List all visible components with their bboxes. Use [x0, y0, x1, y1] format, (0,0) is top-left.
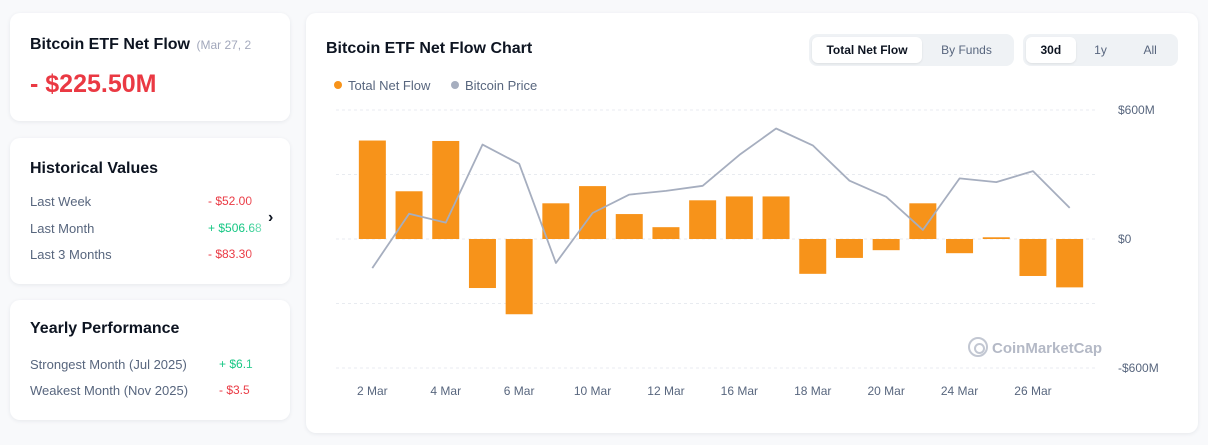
legend-item-total-net-flow[interactable]: Total Net Flow: [334, 78, 430, 94]
yearly-row-value: + $6.1: [219, 357, 253, 371]
x-tick-label: 16 Mar: [721, 384, 758, 398]
net-flow-bar: [835, 239, 863, 258]
chart-title: Bitcoin ETF Net Flow Chart: [326, 40, 533, 57]
range-1y-button[interactable]: 1y: [1094, 43, 1107, 57]
bar-layer: [358, 140, 1084, 315]
net-flow-chart: $600M $0 -$600M 2 Mar 4 Mar 6 Mar 10 Mar 12 Ma…: [336, 103, 1159, 398]
x-tick-label: 18 Mar: [794, 384, 831, 398]
net-flow-bar: [358, 140, 386, 239]
x-tick-label: 6 Mar: [504, 384, 535, 398]
net-flow-bar: [725, 196, 753, 239]
watermark-text: CoinMarketCap: [992, 340, 1103, 357]
yearly-row-value: - $3.5: [219, 383, 250, 397]
range-all-button[interactable]: All: [1143, 43, 1157, 57]
net-flow-bar: [982, 237, 1010, 239]
net-flow-header: Bitcoin ETF Net Flow (Mar 27, 2: [30, 36, 251, 54]
net-flow-bar: [542, 203, 570, 239]
historical-row-value: - $83.30: [208, 247, 253, 261]
x-tick-label: 20 Mar: [867, 384, 904, 398]
chart-card: Bitcoin ETF Net Flow Chart Total Net Flo…: [306, 13, 1198, 433]
historical-row-last-week: Last Week - $52.00: [30, 194, 290, 212]
net-flow-card: Bitcoin ETF Net Flow (Mar 27, 2 - $225.5…: [10, 13, 290, 121]
y-tick-label: -$600M: [1118, 361, 1159, 375]
yearly-row-label-text: Weakest Month: [30, 383, 121, 398]
historical-values-card: Historical Values Last Week - $52.00 Las…: [10, 138, 290, 284]
net-flow-bar: [1019, 239, 1047, 276]
historical-row-last-3-months: Last 3 Months - $83.30: [30, 247, 290, 265]
net-flow-bar: [432, 140, 460, 239]
historical-values-title: Historical Values: [30, 160, 159, 177]
yearly-row-period: (Jul 2025): [129, 357, 187, 372]
net-flow-bar: [762, 196, 790, 239]
net-flow-bar: [615, 214, 643, 239]
by-funds-button[interactable]: By Funds: [941, 43, 992, 57]
historical-row-label: Last Month: [30, 221, 95, 236]
y-tick-label: $600M: [1118, 103, 1155, 117]
y-axis-layer: $600M $0 -$600M: [1118, 103, 1159, 375]
yearly-row-label: Strongest Month (Jul 2025): [30, 357, 187, 372]
legend-label: Bitcoin Price: [465, 78, 538, 93]
legend-dot-icon: [451, 81, 459, 89]
yearly-performance-title: Yearly Performance: [30, 320, 180, 337]
chevron-right-icon[interactable]: ›: [268, 209, 274, 226]
legend-dot-icon: [334, 81, 342, 89]
yearly-row-label-text: Strongest Month: [30, 357, 126, 372]
yearly-row-weakest: Weakest Month (Nov 2025) - $3.5: [30, 383, 290, 401]
total-net-flow-button[interactable]: Total Net Flow: [812, 37, 922, 63]
net-flow-date: (Mar 27, 2: [196, 38, 252, 52]
line-layer: [371, 127, 1071, 269]
net-flow-bar: [946, 239, 974, 254]
y-tick-label: $0: [1118, 232, 1132, 246]
legend-item-bitcoin-price[interactable]: Bitcoin Price: [451, 78, 537, 94]
historical-row-value: - $52.00: [208, 194, 253, 208]
historical-row-label: Last 3 Months: [30, 247, 112, 262]
coinmarketcap-logo-icon: [968, 337, 988, 357]
range-30d-button[interactable]: 30d: [1026, 37, 1076, 63]
range-toggle: 30d 1y All: [1023, 34, 1178, 66]
yearly-performance-card: Yearly Performance Strongest Month (Jul …: [10, 300, 290, 420]
net-flow-bar: [689, 200, 717, 239]
legend-label: Total Net Flow: [348, 78, 431, 93]
yearly-row-period: (Nov 2025): [123, 383, 189, 398]
net-flow-value: - $225.50M: [30, 70, 157, 98]
fade-overlay: [246, 13, 290, 121]
x-tick-label: 10 Mar: [574, 384, 611, 398]
net-flow-bar: [872, 239, 900, 251]
x-tick-label: 12 Mar: [647, 384, 684, 398]
net-flow-bar: [799, 239, 827, 274]
historical-row-last-month: Last Month + $506.68: [30, 221, 290, 239]
watermark: CoinMarketCap: [968, 337, 1102, 361]
net-flow-bar: [652, 227, 680, 239]
historical-row-label: Last Week: [30, 194, 92, 209]
x-tick-label: 2 Mar: [357, 384, 388, 398]
mode-toggle: Total Net Flow By Funds: [809, 34, 1014, 66]
net-flow-bar: [468, 239, 496, 289]
x-tick-label: 4 Mar: [430, 384, 461, 398]
yearly-row-strongest: Strongest Month (Jul 2025) + $6.1: [30, 357, 290, 375]
historical-row-value: + $506.68: [208, 221, 262, 235]
x-tick-label: 24 Mar: [941, 384, 978, 398]
bitcoin-price-line: [371, 127, 1071, 269]
net-flow-bar: [1056, 239, 1084, 288]
x-axis-layer: 2 Mar 4 Mar 6 Mar 10 Mar 12 Mar 16 Mar 18 Mar 2…: [357, 384, 1052, 398]
yearly-row-label: Weakest Month (Nov 2025): [30, 383, 188, 398]
net-flow-title: Bitcoin ETF Net Flow: [30, 36, 190, 53]
net-flow-bar: [505, 239, 533, 315]
x-tick-label: 26 Mar: [1014, 384, 1051, 398]
